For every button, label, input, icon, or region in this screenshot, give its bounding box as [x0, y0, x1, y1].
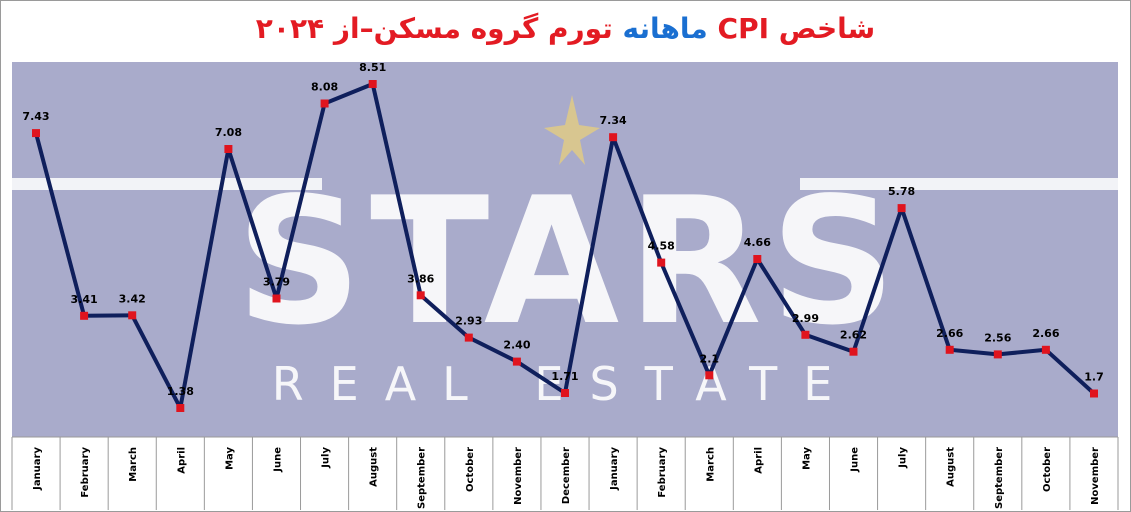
watermark-star-icon — [544, 95, 600, 165]
data-point — [801, 330, 810, 339]
plot-area — [12, 62, 1118, 437]
data-point — [320, 99, 329, 108]
title-monthly: ماهانه — [612, 12, 718, 45]
data-label: 2.1 — [700, 352, 720, 365]
data-label: 2.56 — [984, 331, 1011, 344]
data-point — [1041, 345, 1050, 354]
data-point — [224, 145, 233, 153]
data-label: 3.42 — [119, 292, 146, 305]
data-label: 3.41 — [71, 293, 98, 306]
data-point — [32, 129, 40, 138]
data-label: 5.78 — [888, 185, 915, 198]
data-label: 4.66 — [744, 236, 771, 249]
x-tick-label: October — [465, 447, 476, 492]
x-tick-label: February — [657, 447, 668, 498]
x-tick-label: March — [128, 447, 139, 482]
x-tick-label: September — [417, 447, 428, 509]
x-tick-label: December — [561, 447, 572, 504]
data-label: 4.58 — [648, 240, 675, 253]
watermark-main-text: STARS — [236, 161, 904, 364]
data-point — [512, 357, 521, 366]
data-point — [705, 371, 714, 380]
x-tick-label: January — [609, 447, 620, 491]
data-label: 2.66 — [1032, 327, 1059, 340]
x-tick-label: August — [946, 447, 957, 487]
data-point — [609, 133, 618, 142]
x-tick-label: February — [80, 447, 91, 498]
x-tick-label: November — [513, 447, 524, 505]
x-tick-label: June — [272, 447, 283, 473]
x-tick-label: July — [321, 447, 332, 469]
x-tick-label: April — [176, 447, 187, 474]
data-label: 2.66 — [936, 327, 963, 340]
data-point — [657, 258, 666, 267]
data-point — [176, 404, 185, 412]
data-label: 7.43 — [22, 110, 49, 123]
data-point — [753, 255, 762, 263]
data-label: 7.34 — [600, 114, 627, 127]
data-label: 8.51 — [359, 61, 386, 74]
data-point — [849, 347, 858, 356]
data-label: 3.79 — [263, 276, 290, 289]
x-axis-labels: January February March April May June July Augu… — [32, 447, 1101, 509]
data-point — [464, 333, 473, 342]
data-label: 2.62 — [840, 329, 867, 342]
x-tick-label: September — [994, 447, 1005, 509]
data-label: 7.08 — [215, 126, 242, 139]
data-point — [80, 311, 89, 320]
chart-title: شاخص CPI ماهانه تورم گروه مسکن–از ۲۰۲۴ — [0, 12, 1131, 45]
watermark-bar-right — [800, 178, 1118, 190]
data-label: 2.93 — [455, 315, 482, 328]
x-tick-label: August — [369, 447, 380, 487]
watermark-bar-left — [12, 178, 322, 190]
data-point — [128, 311, 137, 320]
x-tick-label: November — [1090, 447, 1101, 505]
data-point — [993, 350, 1002, 359]
watermark-logo: STARS REAL ESTATE — [12, 95, 1118, 411]
data-point — [897, 204, 906, 213]
data-point — [561, 389, 569, 397]
x-tick-label: October — [1042, 447, 1053, 492]
data-label: 1.7 — [1084, 371, 1104, 384]
x-tick-label: April — [753, 447, 764, 474]
title-cpi: CPI — [717, 12, 770, 45]
title-rest: تورم گروه مسکن–از ۲۰۲۴ — [255, 12, 613, 45]
data-label: 1.38 — [167, 385, 194, 398]
data-point — [368, 80, 377, 88]
x-tick-label: January — [32, 447, 43, 491]
x-tick-label: March — [705, 447, 716, 482]
data-point — [416, 291, 425, 300]
x-tick-label: June — [850, 447, 861, 473]
title-prefix: شاخص — [769, 12, 876, 45]
x-tick-label: July — [898, 447, 909, 469]
x-tick-label: May — [224, 447, 235, 470]
data-label: 2.40 — [503, 339, 530, 352]
data-point — [272, 294, 281, 303]
data-point — [945, 345, 954, 354]
data-label: 8.08 — [311, 81, 338, 94]
data-markers — [32, 80, 1098, 412]
data-label: 3.86 — [407, 272, 434, 285]
data-label: 2.99 — [792, 312, 819, 325]
x-tick-label: May — [801, 447, 812, 470]
data-labels: 7.43 3.41 3.42 1.38 7.08 3.79 8.08 8.51 3.86 2.93… — [22, 61, 1103, 398]
x-axis-ticks — [11, 437, 1119, 510]
data-label: 1.71 — [551, 370, 578, 383]
data-point — [1090, 389, 1098, 398]
